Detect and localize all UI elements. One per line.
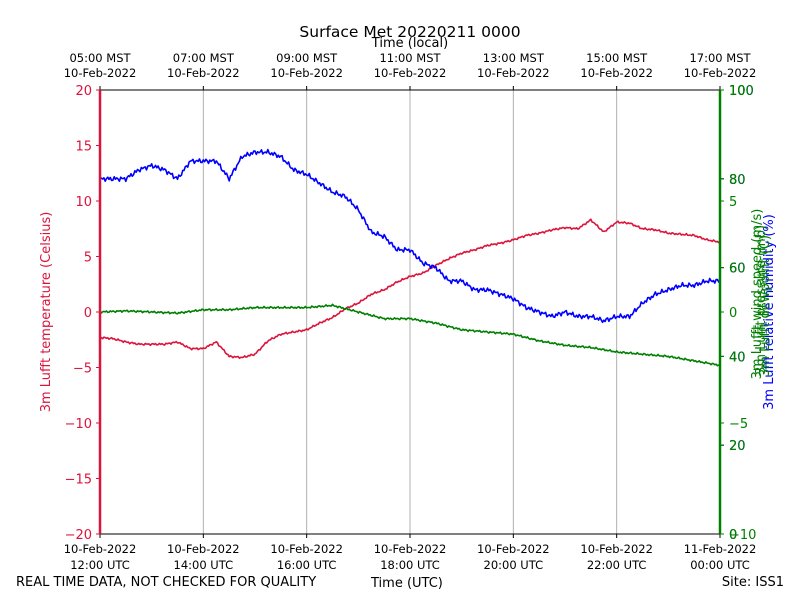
- bottom-tick-time: 20:00 UTC: [484, 558, 544, 572]
- right-tick-label: −10: [729, 528, 756, 543]
- left-tick-label: −15: [65, 473, 92, 488]
- left-tick-label: 0: [84, 306, 92, 321]
- right-tick-label: 4: [729, 350, 737, 365]
- right-tick-label: 0: [729, 528, 737, 543]
- left-tick-label: 15: [75, 140, 92, 155]
- right-tick-label: 80: [729, 173, 746, 188]
- top-tick-date: 10-Feb-2022: [580, 66, 653, 80]
- right-axis-label: 3m Lufft dewpoint (C): [758, 235, 773, 377]
- right-tick-label: 10: [729, 84, 746, 99]
- bottom-tick-time: 14:00 UTC: [174, 558, 234, 572]
- left-tick-label: −10: [65, 417, 92, 432]
- top-tick-date: 10-Feb-2022: [270, 66, 343, 80]
- series-line-dewpoint: [99, 303, 721, 367]
- right-tick-label: 20: [729, 439, 746, 454]
- top-tick-date: 10-Feb-2022: [477, 66, 550, 80]
- right-tick-label: 80: [729, 173, 746, 188]
- right-tick-label: 10: [729, 84, 746, 99]
- right-tick-label: 0: [729, 528, 737, 543]
- left-tick-label: 10: [75, 195, 92, 210]
- right-tick-label: 5: [729, 195, 737, 210]
- x-gridlines: [202, 90, 618, 534]
- right-tick-label: 6: [729, 262, 737, 277]
- bottom-tick-date: 10-Feb-2022: [64, 542, 137, 556]
- bottom-tick-date: 10-Feb-2022: [167, 542, 240, 556]
- right-tick-label: 0: [729, 306, 737, 321]
- left-tick-label: −5: [73, 362, 92, 377]
- site-label: Site: ISS1: [721, 575, 784, 590]
- top-tick-date: 10-Feb-2022: [374, 66, 447, 80]
- top-tick-time: 05:00 MST: [69, 51, 131, 65]
- right-tick-label: 60: [729, 262, 746, 277]
- left-tick-label: 5: [84, 251, 92, 266]
- right-tick-label: 40: [729, 350, 746, 365]
- axes: [96, 86, 724, 538]
- top-axis-title: Time (local): [371, 36, 448, 51]
- top-tick-date: 10-Feb-2022: [64, 66, 137, 80]
- bottom-tick-time: 22:00 UTC: [587, 558, 647, 572]
- right-axis-label: 3m Lufft relative humidity (%): [762, 214, 777, 410]
- right-tick-label: 40: [729, 350, 746, 365]
- right-tick-label: 20: [729, 439, 746, 454]
- chart-title: Surface Met 20220211 0000: [299, 23, 520, 41]
- right-axis-label: 3m Lufft wind speed (m/s): [750, 209, 765, 380]
- bottom-tick-time: 12:00 UTC: [70, 558, 130, 572]
- left-axis-label: 3m Lufft temperature (Celsius): [39, 212, 54, 413]
- bottom-tick-time: 16:00 UTC: [277, 558, 337, 572]
- left-tick-label: −20: [65, 528, 92, 543]
- right-axis-label: 3m Lufft pressure (mb): [754, 225, 769, 375]
- bottom-tick-date: 11-Feb-2022: [684, 542, 757, 556]
- bottom-tick-time: 00:00 UTC: [690, 558, 750, 572]
- top-tick-time: 13:00 MST: [483, 51, 545, 65]
- data-quality-notice: REAL TIME DATA, NOT CHECKED FOR QUALITY: [16, 575, 317, 590]
- right-tick-label: −5: [729, 417, 748, 432]
- right-tick-label: 60: [729, 262, 746, 277]
- top-tick-date: 10-Feb-2022: [167, 66, 240, 80]
- x-axis-label: Time (UTC): [371, 576, 443, 591]
- bottom-tick-time: 18:00 UTC: [380, 558, 440, 572]
- bottom-tick-date: 10-Feb-2022: [580, 542, 653, 556]
- top-tick-time: 17:00 MST: [689, 51, 751, 65]
- right-tick-label: 100: [729, 84, 754, 99]
- right-tick-label: 0: [729, 528, 737, 543]
- right-tick-label: 8: [729, 173, 737, 188]
- plot-area: [99, 148, 721, 367]
- top-tick-time: 15:00 MST: [586, 51, 648, 65]
- top-tick-time: 11:00 MST: [379, 51, 441, 65]
- left-tick-label: 20: [75, 84, 92, 99]
- top-tick-time: 07:00 MST: [173, 51, 235, 65]
- series-line-relative-humidity: [99, 148, 721, 324]
- right-tick-label: 100: [729, 84, 754, 99]
- bottom-tick-date: 10-Feb-2022: [477, 542, 550, 556]
- top-tick-date: 10-Feb-2022: [684, 66, 757, 80]
- chart-text: Surface Met 20220211 0000 Time (local) 3…: [39, 23, 777, 572]
- series-line-temperature: [99, 218, 721, 360]
- bottom-tick-date: 10-Feb-2022: [270, 542, 343, 556]
- right-tick-label: 2: [729, 439, 737, 454]
- top-tick-time: 09:00 MST: [276, 51, 338, 65]
- bottom-tick-date: 10-Feb-2022: [374, 542, 447, 556]
